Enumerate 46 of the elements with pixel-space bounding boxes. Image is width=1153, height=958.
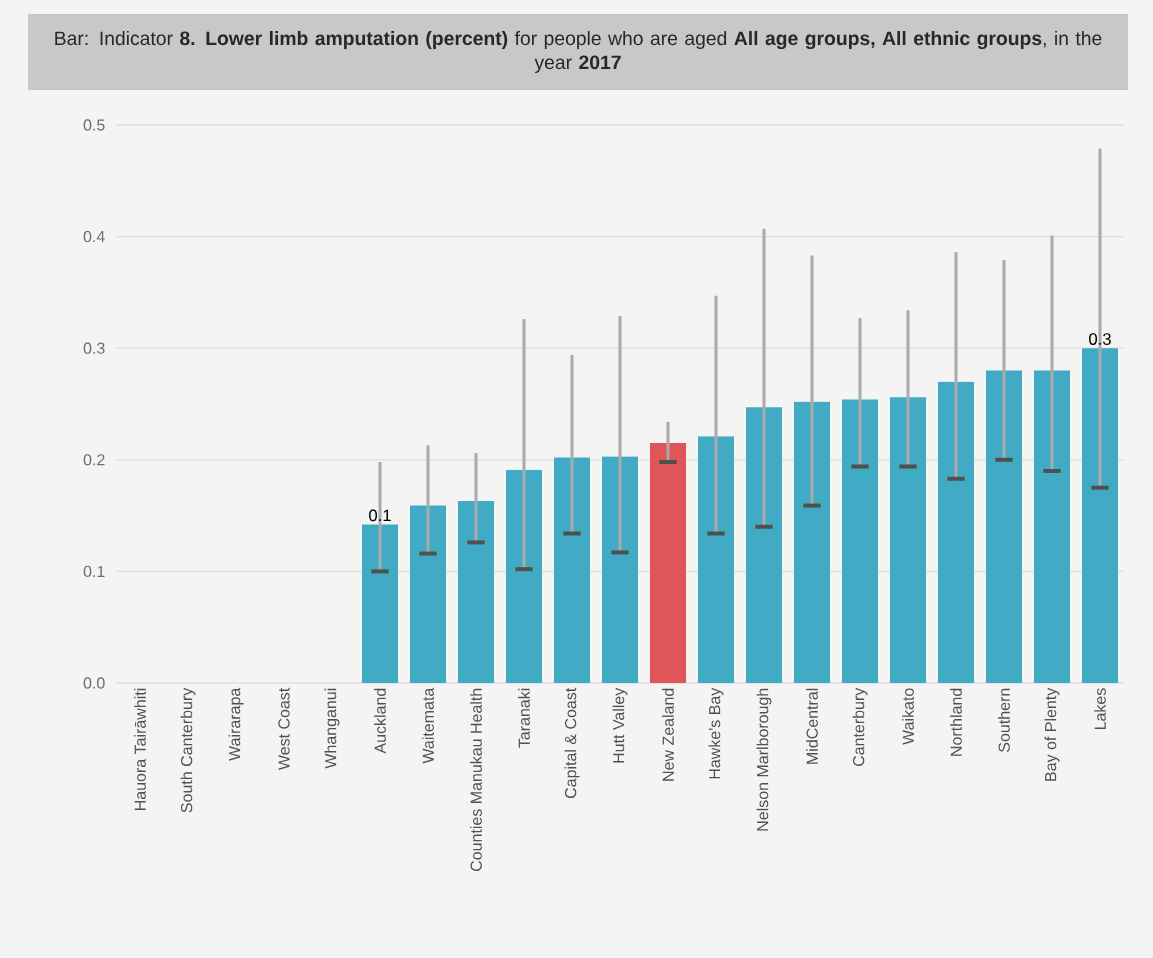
- x-tick-label: Auckland: [374, 688, 386, 754]
- bar: [602, 456, 639, 683]
- x-tick-label: Capital & Coast: [564, 687, 580, 799]
- bar: [986, 370, 1023, 683]
- bar: [842, 399, 879, 683]
- bar: [794, 401, 831, 683]
- x-tick-label: MidCentral: [806, 688, 818, 764]
- y-tick-label: 0.2: [83, 454, 105, 466]
- chart-title: Bar: Indicator 8. Lower limb amputation (percent) for people who are aged All age groups, All ethnic groups, in the year 2017: [55, 30, 1102, 74]
- bar: [890, 397, 927, 683]
- x-tick-label: South Canterbury: [180, 687, 196, 813]
- x-tick-label: New Zealand: [662, 688, 674, 781]
- data-label: 0.3: [1089, 333, 1111, 345]
- x-tick-label: Canterbury: [852, 687, 868, 767]
- bar: [698, 436, 735, 683]
- x-tick-label: Southern: [998, 688, 1010, 752]
- x-tick-label: Taranaki: [518, 688, 530, 748]
- y-tick-label: 0.5: [83, 119, 105, 131]
- bar: [362, 524, 398, 683]
- x-tick-label: Counties Manukau Health: [470, 688, 482, 872]
- x-tick-label: Whanganui: [324, 688, 340, 769]
- bar: [554, 457, 591, 683]
- x-tick-label: Waikato: [902, 688, 914, 745]
- y-tick-label: 0.1: [83, 565, 105, 578]
- x-tick-label: Nelson Marlborough: [756, 688, 772, 831]
- x-tick-label: Hauora Tairāwhiti: [134, 688, 146, 810]
- x-tick-label: Hutt Valley: [612, 687, 628, 763]
- x-tick-label: Hawke's Bay: [708, 687, 724, 779]
- data-label: 0.1: [369, 509, 391, 522]
- bar: [458, 501, 495, 683]
- bar: [410, 505, 447, 683]
- bar: [938, 381, 975, 683]
- bar: [1082, 348, 1119, 683]
- bar: [746, 407, 783, 683]
- y-tick-label: 0.4: [83, 230, 105, 243]
- x-tick-label: West Coast: [278, 687, 290, 771]
- y-tick-label: 0.0: [83, 677, 105, 689]
- bar: [650, 443, 686, 683]
- x-tick-label: Wairarapa: [228, 687, 244, 761]
- y-tick-label: 0.3: [83, 342, 105, 354]
- bar: [506, 469, 542, 683]
- x-tick-label: Waitemata: [422, 687, 434, 764]
- x-tick-label: Bay of Plenty: [1044, 687, 1060, 781]
- x-tick-label: Northland: [950, 688, 962, 756]
- bar: [1034, 370, 1071, 683]
- x-tick-label: Lakes: [1094, 688, 1106, 730]
